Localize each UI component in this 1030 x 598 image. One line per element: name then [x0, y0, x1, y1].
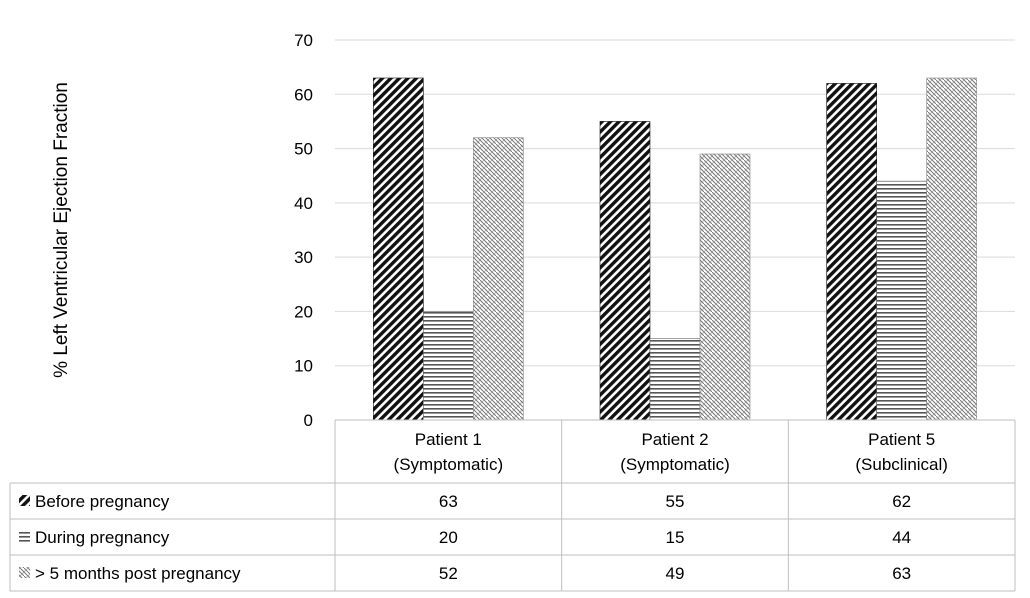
bar: [926, 77, 977, 421]
y-tick-label: 50: [294, 140, 313, 159]
data-label: 15: [666, 528, 685, 547]
y-tick-label: 20: [294, 302, 313, 321]
y-tick-label: 30: [294, 248, 313, 267]
legend-key: [19, 567, 30, 578]
bar: [423, 311, 474, 421]
category-label: (Symptomatic): [394, 455, 504, 474]
legend-key: [19, 495, 30, 506]
legend-key: [19, 531, 30, 542]
bar: [599, 121, 651, 421]
category-label: Patient 2: [641, 430, 708, 449]
data-label: 44: [892, 528, 911, 547]
data-label: 63: [439, 492, 458, 511]
data-label: 20: [439, 528, 458, 547]
legend-label: > 5 months post pregnancy: [35, 564, 241, 583]
bar: [473, 137, 524, 421]
category-label: (Subclinical): [855, 455, 948, 474]
bars: [373, 77, 977, 421]
bar: [699, 153, 751, 421]
category-label: Patient 5: [868, 430, 935, 449]
y-tick-label: 70: [294, 31, 313, 50]
bar: [373, 77, 424, 421]
bar: [826, 83, 877, 421]
data-label: 49: [666, 564, 685, 583]
data-table: Patient 1 (Symptomatic) Patient 2 (Symptoma…: [9, 419, 1016, 592]
y-tick-label: 40: [294, 194, 313, 213]
legend-label: During pregnancy: [35, 528, 170, 547]
y-tick-label: 60: [294, 85, 313, 104]
bar: [876, 180, 927, 421]
data-label: 55: [666, 492, 685, 511]
category-label: (Symptomatic): [620, 455, 730, 474]
data-label: 52: [439, 564, 458, 583]
y-axis-label: % Left Ventricular Ejection Fraction: [51, 82, 72, 378]
y-tick-label: 10: [294, 357, 313, 376]
data-label: 63: [892, 564, 911, 583]
y-axis: 0 10 20 30 40 50 60 70: [294, 31, 313, 430]
bar: [649, 338, 701, 421]
y-tick-label: 0: [304, 411, 313, 430]
category-label: Patient 1: [415, 430, 482, 449]
legend-label: Before pregnancy: [35, 492, 170, 511]
data-label: 62: [892, 492, 911, 511]
